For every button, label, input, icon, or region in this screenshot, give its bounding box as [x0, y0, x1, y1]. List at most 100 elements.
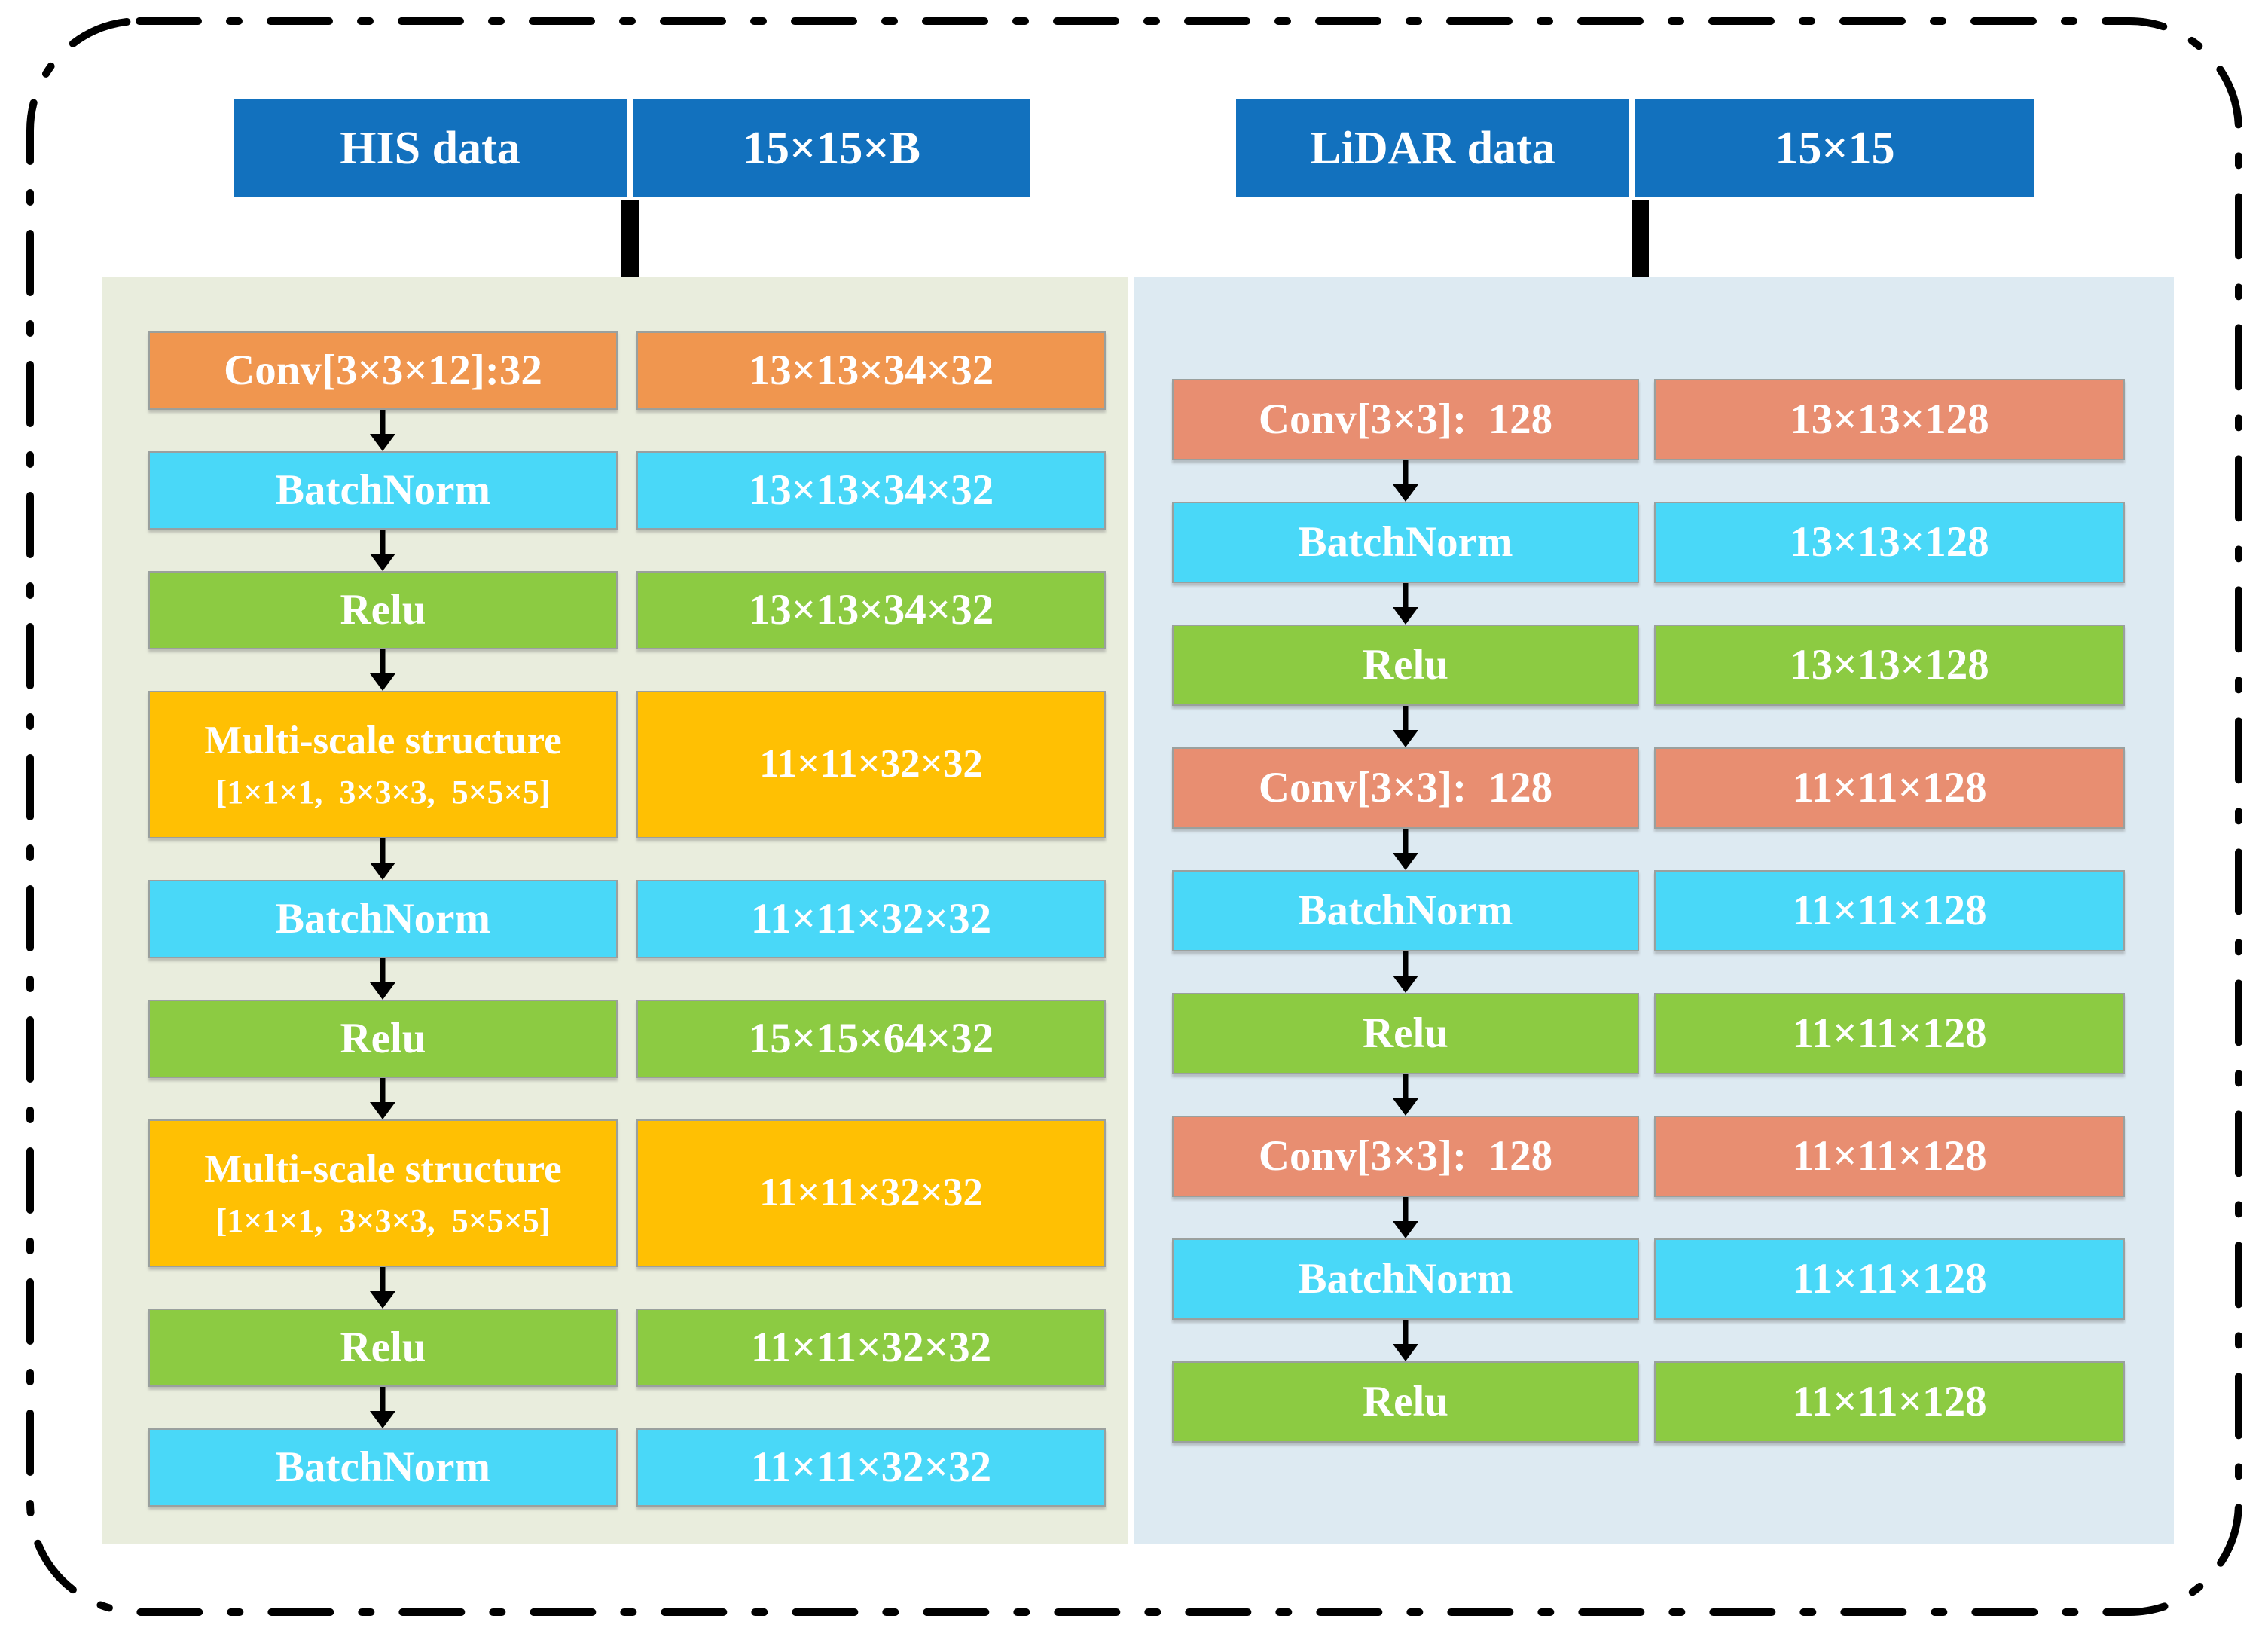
lidar-shape-box: 11×11×128 — [1654, 870, 2125, 951]
lidar-layer-batchnorm-box: BatchNorm — [1172, 1238, 1639, 1320]
his-branch-panel: Conv[3×3×12]:32 13×13×34×32 BatchNorm 13… — [102, 277, 1128, 1544]
lidar-layer-conv-box: Conv[3×3]: 128 — [1172, 1116, 1639, 1197]
his-input-shape: 15×15×B — [633, 99, 1030, 197]
his-step-conv: Conv[3×3×12]:32 13×13×34×32 — [148, 331, 1128, 451]
lidar-layer-batchnorm-box: BatchNorm — [1172, 870, 1639, 951]
his-layer-relu-box: Relu — [148, 1309, 618, 1387]
lidar-step-batchnorm: BatchNorm 11×11×128 — [1172, 870, 2174, 993]
layer-label: Multi-scale structure — [204, 719, 562, 763]
shape-label: 11×11×128 — [1792, 887, 1987, 935]
shape-label: 11×11×32×32 — [750, 1324, 992, 1372]
his-step-batchnorm: BatchNorm 11×11×32×32 — [148, 880, 1128, 1000]
down-arrow-icon — [370, 958, 395, 1000]
shape-label: 11×11×128 — [1792, 764, 1987, 812]
his-shape-box: 13×13×34×32 — [636, 331, 1106, 410]
his-shape-box: 13×13×34×32 — [636, 571, 1106, 649]
lidar-step-relu: Relu 11×11×128 — [1172, 1361, 2174, 1443]
lidar-step-batchnorm: BatchNorm 13×13×128 — [1172, 502, 2174, 625]
shape-label: 11×11×128 — [1792, 1255, 1987, 1303]
lidar-step-relu: Relu 11×11×128 — [1172, 993, 2174, 1116]
down-arrow-icon — [1393, 460, 1418, 502]
down-arrow-icon — [370, 649, 395, 691]
lidar-shape-box: 11×11×128 — [1654, 1238, 2125, 1320]
shape-label: 13×13×128 — [1790, 396, 1989, 444]
his-layer-batchnorm-box: BatchNorm — [148, 451, 618, 530]
down-arrow-icon — [1393, 1074, 1418, 1116]
his-data-label: HIS data — [340, 122, 520, 174]
lidar-shape-box: 13×13×128 — [1654, 379, 2125, 460]
lidar-shape-box: 11×11×128 — [1654, 747, 2125, 829]
down-arrow-icon — [370, 1267, 395, 1309]
his-shape-box: 11×11×32×32 — [636, 1309, 1106, 1387]
shape-label: 11×11×32×32 — [750, 895, 992, 943]
shape-label: 15×15×64×32 — [748, 1015, 994, 1063]
lidar-data-label: LiDAR data — [1310, 122, 1555, 174]
shape-label: 11×11×128 — [1792, 1132, 1987, 1180]
layer-label: Relu — [1363, 641, 1448, 689]
shape-label: 13×13×128 — [1790, 518, 1989, 567]
his-step-multiscale: Multi-scale structure [1×1×1, 3×3×3, 5×5… — [148, 1119, 1128, 1309]
shape-label: 13×13×128 — [1790, 641, 1989, 689]
layer-label: Conv[3×3×12]:32 — [224, 347, 542, 395]
lidar-shape-box: 13×13×128 — [1654, 625, 2125, 706]
layer-label: BatchNorm — [276, 895, 490, 943]
down-arrow-icon — [1393, 951, 1418, 993]
shape-label: 13×13×34×32 — [748, 586, 994, 634]
down-arrow-icon — [1393, 829, 1418, 870]
layer-label: Relu — [340, 1015, 426, 1063]
down-arrow-icon — [370, 530, 395, 571]
layer-label: Relu — [340, 1324, 426, 1372]
down-arrow-icon — [370, 410, 395, 451]
layer-label: Relu — [340, 586, 426, 634]
down-arrow-icon — [370, 838, 395, 880]
lidar-step-conv: Conv[3×3]: 128 11×11×128 — [1172, 747, 2174, 870]
his-shape-box: 11×11×32×32 — [636, 1119, 1106, 1267]
his-layer-batchnorm-box: BatchNorm — [148, 1428, 618, 1507]
layer-label: BatchNorm — [276, 1443, 490, 1492]
lidar-shape-box: 13×13×128 — [1654, 502, 2125, 583]
layer-label: Multi-scale structure — [204, 1147, 562, 1192]
his-step-multiscale: Multi-scale structure [1×1×1, 3×3×3, 5×5… — [148, 691, 1128, 880]
layer-label: BatchNorm — [1298, 1255, 1513, 1303]
lidar-step-relu: Relu 13×13×128 — [1172, 625, 2174, 747]
lidar-layer-relu-box: Relu — [1172, 993, 1639, 1074]
lidar-data-header: LiDAR data — [1236, 99, 1629, 197]
shape-label: 11×11×128 — [1792, 1009, 1987, 1058]
lidar-input-shape-label: 15×15 — [1775, 122, 1895, 174]
shape-label: 11×11×32×32 — [750, 1443, 992, 1492]
down-arrow-icon — [1393, 1197, 1418, 1238]
lidar-shape-box: 11×11×128 — [1654, 1116, 2125, 1197]
layer-sublabel: [1×1×1, 3×3×3, 5×5×5] — [215, 1202, 551, 1239]
his-layer-relu-box: Relu — [148, 571, 618, 649]
lidar-layer-relu-box: Relu — [1172, 625, 1639, 706]
his-shape-box: 13×13×34×32 — [636, 451, 1106, 530]
layer-label: Conv[3×3]: 128 — [1258, 1132, 1553, 1180]
lidar-layer-conv-box: Conv[3×3]: 128 — [1172, 747, 1639, 829]
lidar-step-conv: Conv[3×3]: 128 13×13×128 — [1172, 379, 2174, 502]
lidar-branch-panel: Conv[3×3]: 128 13×13×128 BatchNorm 13×13… — [1134, 277, 2174, 1544]
his-layer-conv-box: Conv[3×3×12]:32 — [148, 331, 618, 410]
his-layer-relu-box: Relu — [148, 1000, 618, 1078]
his-step-batchnorm: BatchNorm 11×11×32×32 — [148, 1428, 1128, 1507]
lidar-layer-relu-box: Relu — [1172, 1361, 1639, 1443]
shape-label: 11×11×32×32 — [759, 742, 983, 786]
his-shape-box: 11×11×32×32 — [636, 691, 1106, 838]
layer-label: BatchNorm — [1298, 887, 1513, 935]
shape-label: 11×11×128 — [1792, 1378, 1987, 1426]
lidar-step-conv: Conv[3×3]: 128 11×11×128 — [1172, 1116, 2174, 1238]
his-shape-box: 11×11×32×32 — [636, 880, 1106, 958]
shape-label: 13×13×34×32 — [748, 466, 994, 515]
down-arrow-icon — [1393, 1320, 1418, 1361]
his-step-batchnorm: BatchNorm 13×13×34×32 — [148, 451, 1128, 571]
layer-sublabel: [1×1×1, 3×3×3, 5×5×5] — [215, 773, 551, 811]
lidar-layer-batchnorm-box: BatchNorm — [1172, 502, 1639, 583]
layer-label: Conv[3×3]: 128 — [1258, 396, 1553, 444]
down-arrow-icon — [370, 1078, 395, 1119]
his-step-relu: Relu 13×13×34×32 — [148, 571, 1128, 691]
lidar-shape-box: 11×11×128 — [1654, 993, 2125, 1074]
layer-label: Conv[3×3]: 128 — [1258, 764, 1553, 812]
layer-label: BatchNorm — [1298, 518, 1513, 567]
down-arrow-icon — [1393, 706, 1418, 747]
lidar-shape-box: 11×11×128 — [1654, 1361, 2125, 1443]
